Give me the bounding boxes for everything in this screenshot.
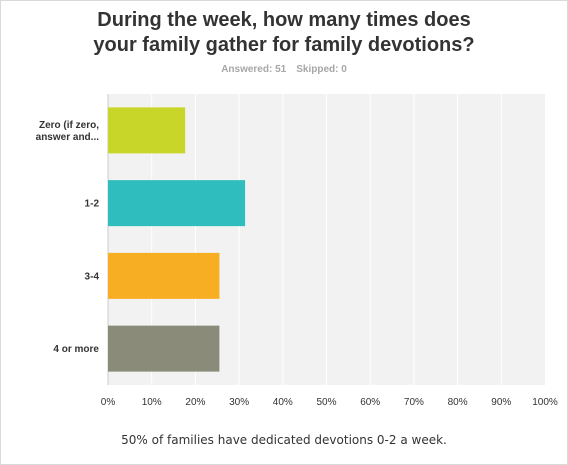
category-label: 1-2 xyxy=(85,199,100,210)
bar xyxy=(108,180,246,227)
chart-title-line-1: During the week, how many times does xyxy=(97,9,471,31)
x-tick-label: 80% xyxy=(448,397,468,408)
chart-footnote: 50% of families have dedicated devotions… xyxy=(121,433,447,447)
x-tick-label: 40% xyxy=(273,397,293,408)
answered-count: Answered: 51 xyxy=(221,64,287,75)
x-tick-label: 30% xyxy=(229,397,249,408)
x-tick-label: 60% xyxy=(360,397,380,408)
response-stats: Answered: 51 Skipped: 0 xyxy=(0,64,568,75)
x-tick-label: 0% xyxy=(101,397,116,408)
chart-title: During the week, how many times does you… xyxy=(0,8,568,58)
bar xyxy=(108,325,220,372)
category-label: 3-4 xyxy=(85,271,100,282)
chart-title-line-2: your family gather for family devotions? xyxy=(93,34,475,56)
x-tick-label: 100% xyxy=(532,397,558,408)
skipped-count: Skipped: 0 xyxy=(296,64,347,75)
bar xyxy=(108,107,186,154)
x-tick-label: 50% xyxy=(316,397,336,408)
category-label: 4 or more xyxy=(53,344,99,355)
x-tick-label: 10% xyxy=(142,397,162,408)
x-tick-label: 90% xyxy=(491,397,511,408)
x-tick-label: 70% xyxy=(404,397,424,408)
bar xyxy=(108,252,220,299)
category-label: Zero (if zero, answer and... xyxy=(36,120,100,143)
x-tick-label: 20% xyxy=(185,397,205,408)
